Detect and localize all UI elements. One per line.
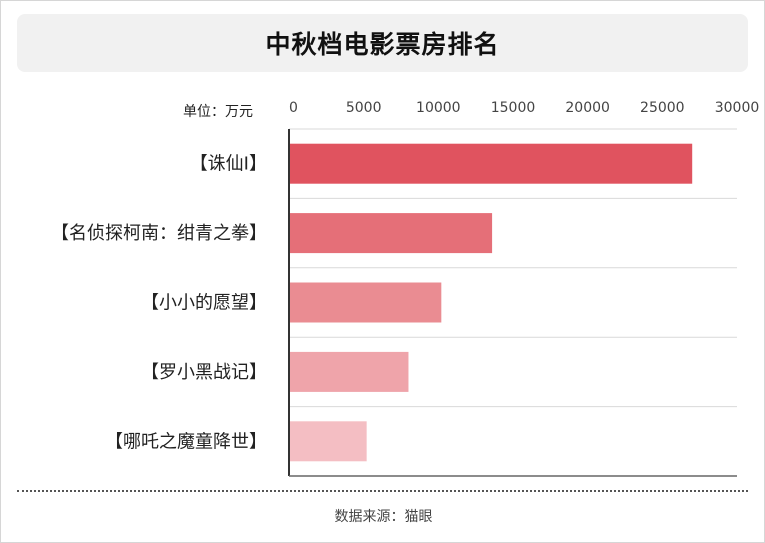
tick-layer: 0 5000 10000 15000 20000 25000 30000 [289, 100, 759, 116]
category-label: 【小小的愿望】 [141, 293, 267, 314]
bar [289, 213, 493, 254]
bar [289, 143, 693, 184]
category-label: 【名侦探柯南：绀青之拳】 [51, 223, 267, 244]
unit-label: 单位：万元 [183, 104, 253, 120]
x-tick-label: 0 [289, 100, 298, 116]
grid-layer [289, 128, 737, 408]
bar [289, 351, 409, 392]
x-tick-label: 5000 [346, 100, 382, 116]
category-label: 【哪吒之魔童降世】 [105, 431, 267, 452]
chart-title: 中秋档电影票房排名 [265, 30, 500, 59]
x-tick-label: 10000 [416, 100, 461, 116]
x-tick-label: 30000 [715, 100, 760, 116]
title-bar: 中秋档电影票房排名 [17, 14, 748, 72]
x-tick-label: 25000 [640, 100, 685, 116]
data-source: 数据来源：猫眼 [334, 509, 433, 525]
bar-layer [289, 143, 693, 462]
bar [289, 282, 442, 323]
category-layer: 【诛仙Ⅰ】【名侦探柯南：绀青之拳】【小小的愿望】【罗小黑战记】【哪吒之魔童降世】 [51, 154, 267, 453]
x-tick-label: 20000 [565, 100, 610, 116]
category-label: 【罗小黑战记】 [141, 362, 267, 383]
bar [289, 421, 367, 462]
category-label: 【诛仙Ⅰ】 [190, 154, 267, 175]
footer-divider [17, 490, 748, 492]
x-tick-label: 15000 [491, 100, 536, 116]
